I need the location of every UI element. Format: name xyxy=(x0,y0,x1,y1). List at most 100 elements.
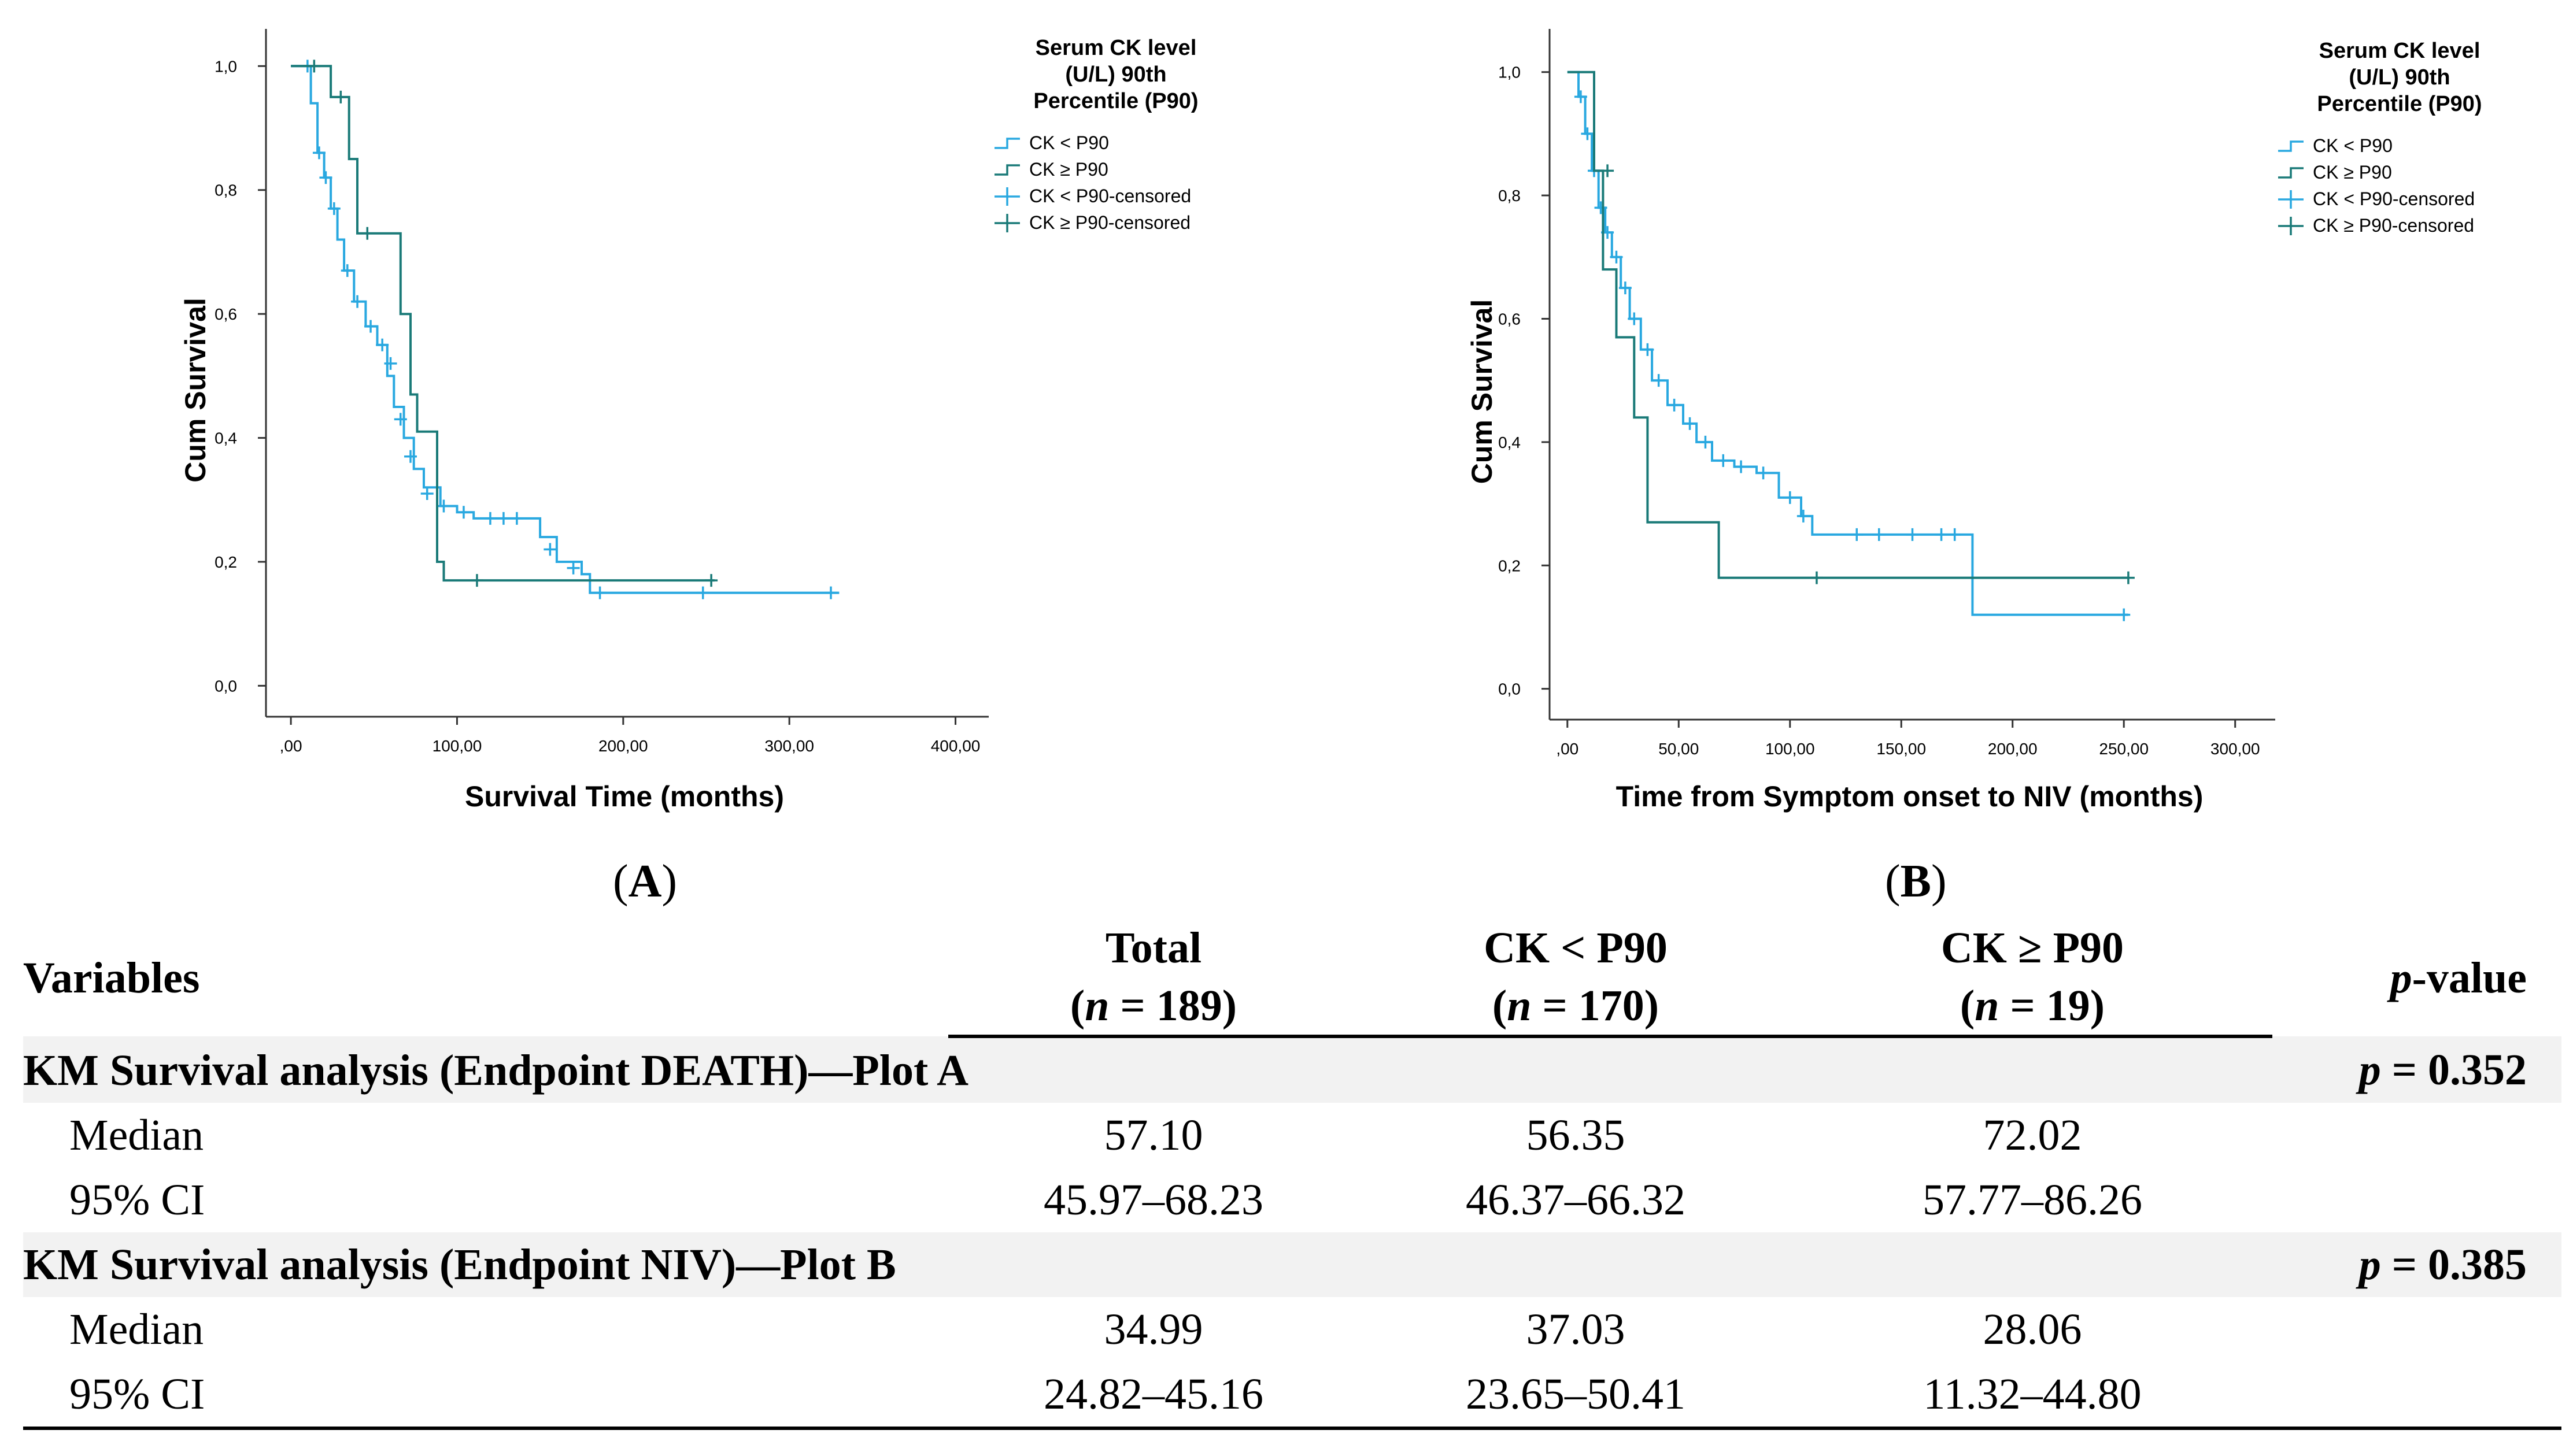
censor-mark xyxy=(1948,528,1961,541)
table-row: Median 57.10 56.35 72.02 xyxy=(23,1103,2561,1168)
y-tick-label: 0,0 xyxy=(215,677,237,695)
section-row-niv: KM Survival analysis (Endpoint NIV)—Plot… xyxy=(23,1232,2561,1297)
cell-ck-high: 72.02 xyxy=(1983,1111,2082,1159)
legend-entry: CK ≥ P90-censored xyxy=(1029,212,1191,233)
censor-mark xyxy=(1796,509,1810,523)
legend-title: (U/L) 90th xyxy=(2349,65,2450,90)
table-row: Median 34.99 37.03 28.06 xyxy=(23,1297,2561,1362)
legend-entry: CK < P90 xyxy=(1029,132,1109,153)
y-tick-label: 0,6 xyxy=(1498,310,1521,328)
legend-swatch-censor xyxy=(2278,190,2304,209)
y-tick-label: 1,0 xyxy=(215,57,237,75)
censor-mark xyxy=(420,487,434,501)
header-ck-low: CK < P90 xyxy=(1484,924,1668,972)
censor-mark xyxy=(341,264,354,277)
censor-mark xyxy=(351,295,364,308)
x-tick-label: 300,00 xyxy=(2210,740,2260,758)
table-row: 95% CI 24.82–45.16 23.65–50.41 11.32–44.… xyxy=(23,1362,2561,1430)
censor-mark xyxy=(457,506,470,519)
censor-mark xyxy=(1850,528,1864,541)
censor-mark xyxy=(2117,608,2131,621)
x-tick-label: ,00 xyxy=(280,737,302,755)
censor-mark xyxy=(334,90,347,103)
y-axis-label: Cum Survival xyxy=(179,298,212,483)
cell-total: 45.97–68.23 xyxy=(1044,1176,1263,1224)
legend-title: Percentile (P90) xyxy=(2317,92,2482,116)
legend-swatch-line xyxy=(995,164,1020,176)
censor-mark xyxy=(384,357,397,370)
censor-mark xyxy=(404,450,417,463)
x-tick-label: 150,00 xyxy=(1876,740,1926,758)
censor-mark xyxy=(364,320,378,333)
legend-entry: CK < P90 xyxy=(2313,135,2393,156)
km-series-line xyxy=(1567,71,2128,579)
cell-total: 24.82–45.16 xyxy=(948,1362,1359,1430)
km-series-line xyxy=(291,65,840,594)
header-total-n: (n = 189) xyxy=(948,977,1359,1038)
x-tick-label: 100,00 xyxy=(432,737,482,755)
censor-mark xyxy=(705,574,718,587)
row-label: Median xyxy=(69,1111,204,1159)
section-title: KM Survival analysis (Endpoint DEATH)—Pl… xyxy=(23,1036,2272,1103)
y-tick-label: 0,2 xyxy=(215,553,237,571)
y-tick-label: 0,4 xyxy=(215,429,237,447)
censor-mark xyxy=(825,586,838,599)
header-ck-high-n: (n = 19) xyxy=(1792,977,2272,1038)
legend-title: (U/L) 90th xyxy=(1065,62,1166,87)
panel-label-b: (B) xyxy=(1885,856,1947,907)
header-ck-low-n: (n = 170) xyxy=(1359,977,1792,1038)
header-total: Total xyxy=(1105,924,1202,972)
header-ck-high: CK ≥ P90 xyxy=(1940,924,2124,972)
censor-mark xyxy=(394,413,407,426)
censor-mark xyxy=(544,543,557,556)
y-tick-label: 0,6 xyxy=(215,305,237,323)
row-label: 95% CI xyxy=(69,1176,205,1224)
cell-ck-high: 57.77–86.26 xyxy=(1923,1176,2142,1224)
cell-total: 34.99 xyxy=(1104,1305,1203,1354)
results-table: Variables Total CK < P90 CK ≥ P90 p-valu… xyxy=(23,919,2561,1430)
cell-ck-high: 28.06 xyxy=(1983,1305,2082,1354)
censor-mark xyxy=(1810,571,1823,584)
cell-ck-low: 23.65–50.41 xyxy=(1359,1362,1792,1430)
censor-mark xyxy=(1618,281,1632,295)
x-tick-label: 50,00 xyxy=(1658,740,1699,758)
censor-mark xyxy=(361,227,374,240)
y-tick-label: 1,0 xyxy=(1498,64,1521,81)
x-tick-label: 100,00 xyxy=(1765,740,1815,758)
censor-mark xyxy=(376,338,389,351)
legend-entry: CK < P90-censored xyxy=(1029,186,1191,206)
row-label: 95% CI xyxy=(23,1362,948,1430)
censor-mark xyxy=(1935,528,1948,541)
x-tick-label: 300,00 xyxy=(764,737,814,755)
censor-mark xyxy=(308,60,321,73)
censor-mark xyxy=(1717,454,1730,467)
legend-swatch-censor xyxy=(995,187,1020,206)
legend-swatch-censor xyxy=(995,214,1020,232)
x-tick-label: ,00 xyxy=(1556,740,1578,758)
section-title: KM Survival analysis (Endpoint NIV)—Plot… xyxy=(23,1232,2272,1297)
censor-mark xyxy=(2121,571,2135,584)
censor-mark xyxy=(567,561,580,575)
legend-swatch-line xyxy=(2278,140,2304,152)
x-tick-label: 250,00 xyxy=(2099,740,2149,758)
cell-total: 57.10 xyxy=(1104,1111,1203,1159)
y-tick-label: 0,0 xyxy=(1498,680,1521,698)
legend-swatch-line xyxy=(995,138,1020,149)
censor-mark xyxy=(483,512,497,525)
x-axis-label: Time from Symptom onset to NIV (months) xyxy=(1616,780,2204,813)
p-value: p = 0.352 xyxy=(2272,1036,2561,1103)
row-label: Median xyxy=(69,1305,204,1354)
legend-entry: CK ≥ P90-censored xyxy=(2313,215,2474,236)
p-value: p = 0.385 xyxy=(2272,1232,2561,1297)
censor-mark xyxy=(1610,250,1623,264)
censor-mark xyxy=(593,586,607,599)
censor-mark xyxy=(470,574,483,587)
y-tick-label: 0,8 xyxy=(1498,187,1521,205)
header-pvalue: p-value xyxy=(2390,953,2527,1002)
x-tick-label: 200,00 xyxy=(598,737,648,755)
cell-ck-low: 37.03 xyxy=(1526,1305,1625,1354)
y-tick-label: 0,4 xyxy=(1498,434,1521,451)
legend-entry: CK < P90-censored xyxy=(2313,188,2475,209)
censor-mark xyxy=(1641,343,1654,356)
km-series-line xyxy=(291,65,715,582)
